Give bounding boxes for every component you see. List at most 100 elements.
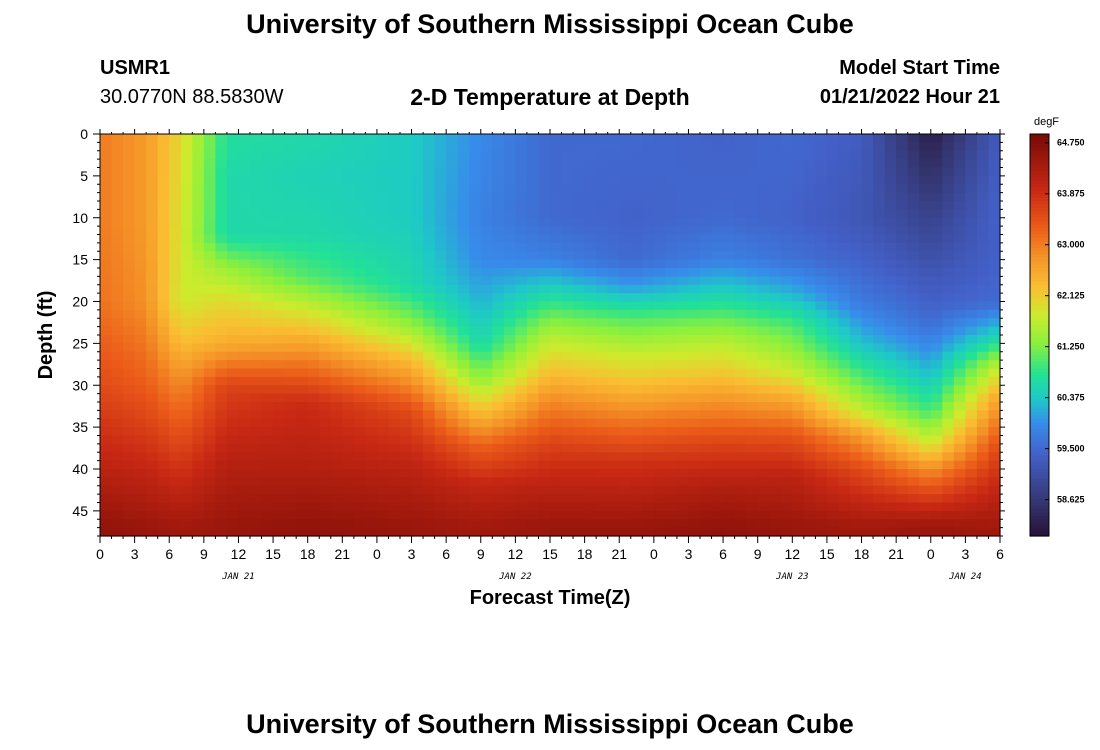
heatmap-cell <box>769 494 782 504</box>
heatmap-cell <box>850 167 863 177</box>
heatmap-cell <box>123 209 136 219</box>
heatmap-cell <box>226 293 240 303</box>
heatmap-cell <box>526 519 540 529</box>
heatmap-cell <box>319 393 332 403</box>
heatmap-cell <box>734 460 747 470</box>
heatmap-cell <box>850 284 863 294</box>
heatmap-cell <box>700 410 713 420</box>
heatmap-cell <box>146 460 159 470</box>
heatmap-cell <box>526 142 540 152</box>
heatmap-cell <box>700 159 713 169</box>
heatmap-cell <box>157 242 170 252</box>
heatmap-cell <box>423 519 436 529</box>
heatmap-cell <box>169 226 182 236</box>
heatmap-cell <box>907 268 920 277</box>
heatmap-cell <box>457 251 470 261</box>
heatmap-cell <box>250 427 263 437</box>
heatmap-cell <box>157 268 170 277</box>
heatmap-cell <box>780 192 793 202</box>
heatmap-cell <box>953 226 966 236</box>
heatmap-cell <box>353 301 366 311</box>
heatmap-cell <box>700 385 713 395</box>
heatmap-cell <box>688 485 701 495</box>
heatmap-cell <box>953 259 966 269</box>
heatmap-cell <box>676 385 690 395</box>
heatmap-cell <box>838 385 851 395</box>
heatmap-cell <box>192 142 205 152</box>
heatmap-cell <box>630 293 643 303</box>
heatmap-cell <box>376 301 390 311</box>
heatmap-cell <box>780 494 793 504</box>
heatmap-cell <box>330 134 343 143</box>
heatmap-cell <box>953 150 966 160</box>
heatmap-cell <box>376 469 390 478</box>
heatmap-cell <box>157 217 170 227</box>
heatmap-cell <box>307 217 320 227</box>
heatmap-cell <box>700 209 713 219</box>
heatmap-cell <box>146 209 159 219</box>
heatmap-cell <box>953 494 966 504</box>
heatmap-cell <box>411 134 424 143</box>
heatmap-cell <box>642 234 655 244</box>
heatmap-cell <box>757 527 770 537</box>
heatmap-cell <box>561 485 574 495</box>
heatmap-cell <box>965 201 978 210</box>
heatmap-cell <box>192 326 205 336</box>
heatmap-cell <box>700 368 713 378</box>
heatmap-cell <box>976 385 990 395</box>
heatmap-cell <box>584 150 597 160</box>
heatmap-cell <box>100 301 113 311</box>
heatmap-cell <box>688 226 701 236</box>
heatmap-cell <box>861 326 874 336</box>
heatmap-cell <box>619 402 632 411</box>
heatmap-cell <box>550 284 563 294</box>
heatmap-cell <box>884 134 897 143</box>
heatmap-cell <box>434 167 447 177</box>
heatmap-cell <box>619 335 632 344</box>
heatmap-cell <box>469 167 482 177</box>
heatmap-cell <box>550 343 563 353</box>
heatmap-cell <box>503 402 516 411</box>
heatmap-cell <box>400 167 413 177</box>
heatmap-cell <box>515 209 528 219</box>
colorbar-segment <box>1030 184 1049 189</box>
heatmap-cell <box>157 175 170 185</box>
heatmap-cell <box>596 150 609 160</box>
heatmap-cell <box>850 159 863 169</box>
heatmap-cell <box>561 469 574 478</box>
heatmap-cell <box>423 175 436 185</box>
heatmap-cell <box>734 184 747 194</box>
heatmap-cell <box>169 134 182 143</box>
heatmap-cell <box>826 510 840 520</box>
heatmap-cell <box>400 159 413 169</box>
heatmap-cell <box>653 159 666 169</box>
heatmap-cell <box>157 284 170 294</box>
heatmap-cell <box>561 410 574 420</box>
heatmap-cell <box>515 393 528 403</box>
heatmap-cell <box>376 184 390 194</box>
colorbar-segment <box>1030 418 1049 423</box>
heatmap-cell <box>711 402 724 411</box>
heatmap-cell <box>884 209 897 219</box>
heatmap-cell <box>226 326 240 336</box>
heatmap-cell <box>734 402 747 411</box>
heatmap-cell <box>157 326 170 336</box>
heatmap-cell <box>100 268 113 277</box>
heatmap-cell <box>503 217 516 227</box>
heatmap-cell <box>919 251 932 261</box>
heatmap-cell <box>596 402 609 411</box>
heatmap-cell <box>538 134 551 143</box>
heatmap-cell <box>746 385 759 395</box>
heatmap-cell <box>769 184 782 194</box>
heatmap-cell <box>838 360 851 370</box>
heatmap-cell <box>146 494 159 504</box>
heatmap-cell <box>826 234 840 244</box>
heatmap-cell <box>838 309 851 319</box>
heatmap-cell <box>607 460 620 470</box>
x-tick-label: 6 <box>996 546 1004 562</box>
heatmap-cell <box>538 443 551 453</box>
heatmap-cell <box>630 318 643 328</box>
heatmap-cell <box>861 368 874 378</box>
heatmap-cell <box>446 293 459 303</box>
heatmap-cell <box>250 385 263 395</box>
